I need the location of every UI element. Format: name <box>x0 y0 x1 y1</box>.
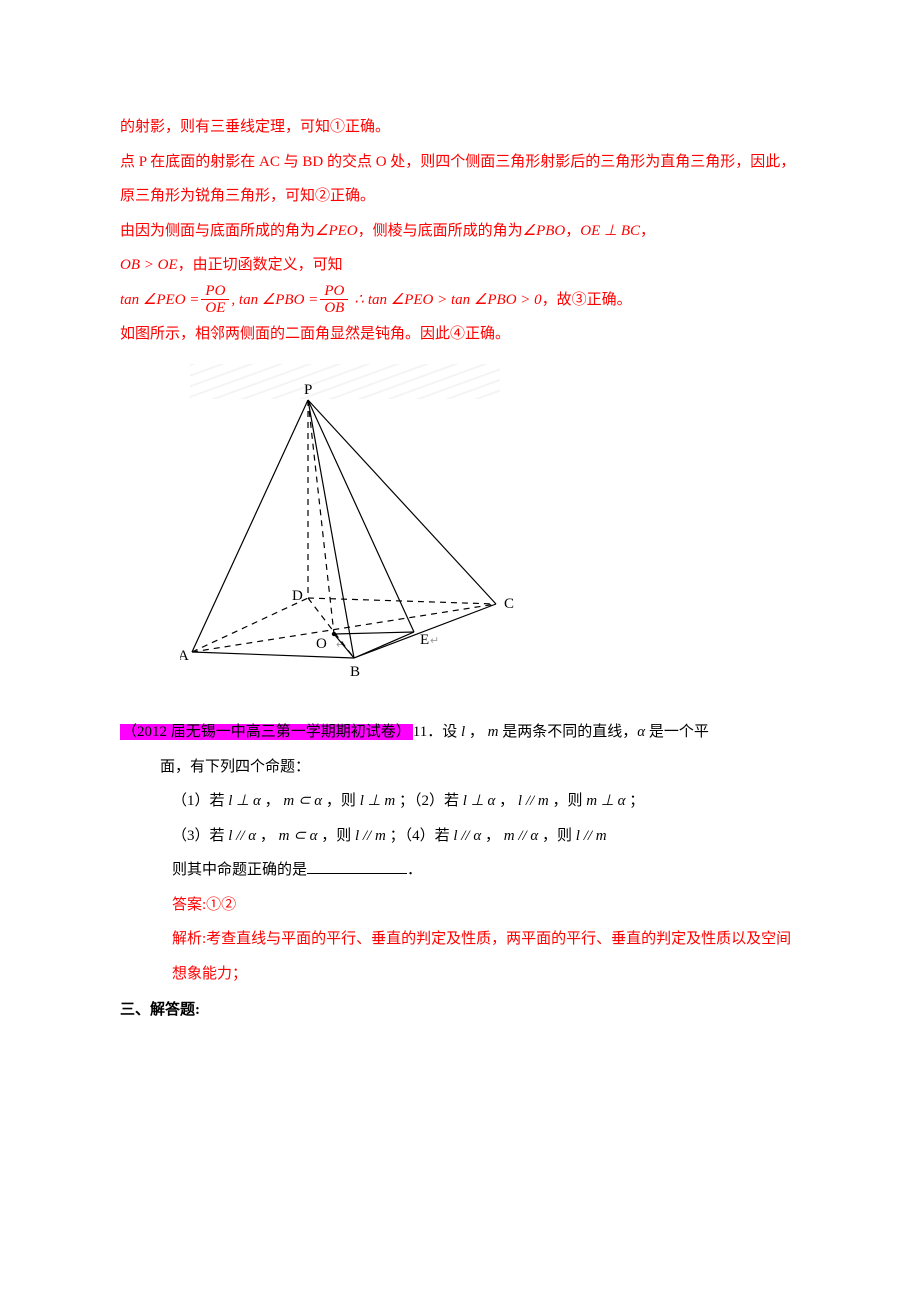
opt1-rel4: l ⊥ α <box>459 793 499 809</box>
problem-analysis: 解析:考查直线与平面的平行、垂直的判定及性质，两平面的平行、垂直的判定及性质以及… <box>120 922 800 991</box>
blank-line <box>307 861 407 874</box>
section-3-heading: 三、解答题: <box>120 993 800 1028</box>
problem-options-34: （3）若 l // α ， m ⊂ α ，则 l // m ；（4）若 l //… <box>120 819 800 854</box>
opt3-rel1: l // α <box>225 828 260 844</box>
problem-number: 11． <box>413 724 442 740</box>
problem-stem-c: 是两条不同的直线， <box>502 724 637 740</box>
problem-options-12: （1）若 l ⊥ α ， m ⊂ α ，则 l ⊥ m ；（2）若 l ⊥ α … <box>120 784 800 819</box>
opt3-rel3: l // m <box>351 828 389 844</box>
opt3-rel4: l // α <box>450 828 485 844</box>
solution-p5: 如图所示，相邻两侧面的二面角显然是钝角。因此④正确。 <box>120 317 800 352</box>
problem-stem-b: ， <box>469 724 484 740</box>
problem-stem-a: 设 <box>442 724 457 740</box>
opt1-f: ，则 <box>553 793 583 809</box>
p3-c: ， <box>565 223 580 239</box>
p3-ang1: ∠PEO <box>315 223 358 239</box>
figure-pyramid: PABCDOE↵↵ <box>180 382 800 696</box>
figure-shading-top <box>190 364 500 399</box>
p3-b: ，侧棱与底面所成的角为 <box>358 223 523 239</box>
p3-perp: OE ⊥ BC <box>580 223 640 239</box>
opt1-d: ；（2）若 <box>399 793 459 809</box>
p3-d: ， <box>640 223 655 239</box>
svg-text:↵: ↵ <box>430 635 439 647</box>
eq-frac2-den: OB <box>320 300 348 317</box>
p4-a: OB > OE <box>120 257 178 273</box>
opt3-a: （3）若 <box>172 828 225 844</box>
svg-text:A: A <box>180 648 189 664</box>
ask-period: ． <box>407 862 422 878</box>
opt3-rel5: m // α <box>500 828 542 844</box>
solution-p2: 点 P 在底面的射影在 AC 与 BD 的交点 O 处，则四个侧面三角形射影后的… <box>120 145 800 214</box>
problem-stem-d: 是一个平 <box>645 724 709 740</box>
eq-tail: ，故③正确。 <box>542 283 632 318</box>
eq-frac1: PO OE <box>201 283 229 317</box>
solution-p4: OB > OE，由正切函数定义，可知 <box>120 248 800 283</box>
p3-ang2: ∠PBO <box>523 223 566 239</box>
svg-text:↵: ↵ <box>336 639 345 651</box>
opt1-rel2: m ⊂ α <box>280 793 326 809</box>
opt1-a: （1）若 <box>172 793 225 809</box>
opt3-d: ；（4）若 <box>390 828 450 844</box>
eq-frac2: PO OB <box>320 283 348 317</box>
problem-ask: 则其中命题正确的是 ． <box>120 853 800 888</box>
problem-line1: （2012 届无锡一中高三第一学期期初试卷）11．设 l ， m 是两条不同的直… <box>120 715 800 750</box>
solution-p1: 的射影，则有三垂线定理，可知①正确。 <box>120 110 800 145</box>
solution-equation: tan ∠PEO = PO OE , tan ∠PBO = PO OB ∴ ta… <box>120 283 632 318</box>
opt1-c: ，则 <box>326 793 356 809</box>
eq-mid: , tan ∠PBO = <box>231 283 318 318</box>
eq-rhs: tan ∠PEO > tan ∠PBO > 0 <box>368 283 542 318</box>
eq-frac2-num: PO <box>320 283 348 301</box>
problem-alpha: α <box>637 724 645 740</box>
opt1-b: ， <box>265 793 280 809</box>
eq-frac1-num: PO <box>201 283 229 301</box>
eq-frac1-den: OE <box>201 300 229 317</box>
opt1-rel5: l // m <box>514 793 552 809</box>
problem-source: （2012 届无锡一中高三第一学期期初试卷） <box>120 724 413 740</box>
opt3-rel2: m ⊂ α <box>275 828 321 844</box>
problem-m: m <box>484 724 502 740</box>
svg-text:D: D <box>292 588 303 604</box>
opt3-c: ，则 <box>321 828 351 844</box>
svg-text:O: O <box>316 636 327 652</box>
svg-text:E: E <box>420 632 429 648</box>
problem-line1b: 面，有下列四个命题： <box>120 750 800 785</box>
answer-label: 答案: <box>172 897 206 913</box>
opt1-rel1: l ⊥ α <box>225 793 265 809</box>
opt3-b: ， <box>260 828 275 844</box>
svg-text:B: B <box>350 664 360 680</box>
problem-l: l <box>457 724 469 740</box>
opt1-rel6: m ⊥ α <box>583 793 630 809</box>
analysis-label: 解析: <box>172 931 206 947</box>
ask-text: 则其中命题正确的是 <box>172 862 307 878</box>
p3-a: 由因为侧面与底面所成的角为 <box>120 223 315 239</box>
opt3-e: ， <box>485 828 500 844</box>
svg-text:C: C <box>504 596 514 612</box>
opt1-e: ， <box>499 793 514 809</box>
figure-svg: PABCDOE↵↵ <box>180 382 518 682</box>
analysis-text: 考查直线与平面的平行、垂直的判定及性质，两平面的平行、垂直的判定及性质以及空间想… <box>172 931 791 982</box>
answer-value: ①② <box>206 897 236 913</box>
opt1-g: ； <box>629 793 644 809</box>
opt1-rel3: l ⊥ m <box>356 793 399 809</box>
eq-therefore: ∴ <box>354 283 364 318</box>
eq-lhs1: tan ∠PEO = <box>120 283 199 318</box>
p4-b: ，由正切函数定义，可知 <box>178 257 343 273</box>
opt3-rel6: l // m <box>572 828 607 844</box>
problem-answer: 答案:①② <box>120 888 800 923</box>
opt3-f: ，则 <box>542 828 572 844</box>
solution-p3: 由因为侧面与底面所成的角为∠PEO，侧棱与底面所成的角为∠PBO，OE ⊥ BC… <box>120 214 800 249</box>
